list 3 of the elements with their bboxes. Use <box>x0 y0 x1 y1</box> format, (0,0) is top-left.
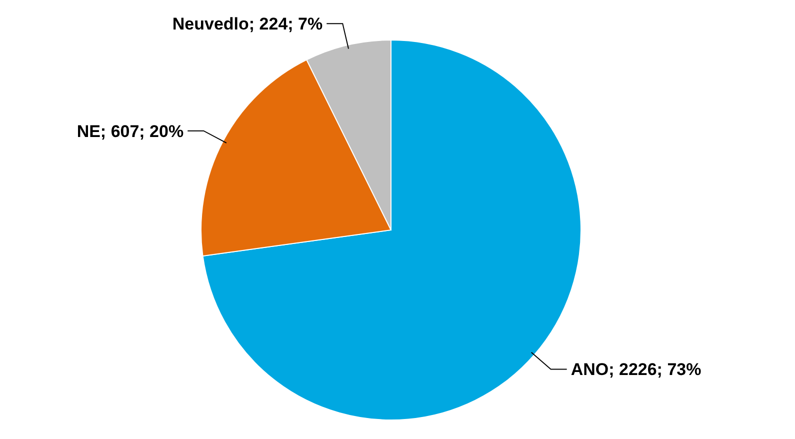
slice-label: Neuvedlo; 224; 7% <box>172 14 323 34</box>
slice-label: NE; 607; 20% <box>76 122 184 141</box>
slice-label: ANO; 2226; 73% <box>570 360 702 380</box>
